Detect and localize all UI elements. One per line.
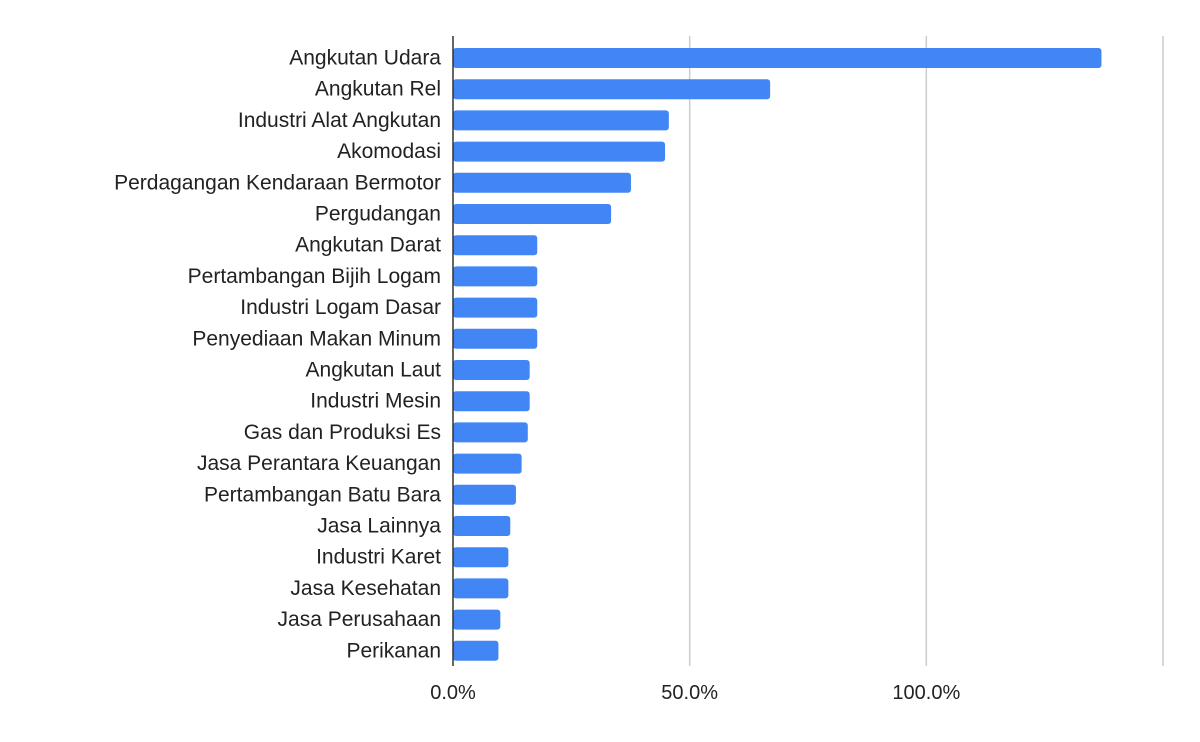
- category-label: Angkutan Rel: [315, 78, 441, 101]
- bar: [453, 48, 1102, 68]
- bar: [453, 172, 631, 193]
- bar: [453, 453, 522, 474]
- bar: [453, 484, 516, 505]
- bar: [453, 297, 538, 318]
- x-tick-label: 50.0%: [661, 682, 718, 704]
- bar: [453, 266, 538, 287]
- bar: [453, 235, 538, 256]
- category-label: Jasa Perusahaan: [278, 608, 441, 631]
- bar: [453, 328, 538, 349]
- bar: [453, 391, 530, 412]
- category-label: Industri Mesin: [310, 390, 441, 413]
- x-tick-label: 0.0%: [430, 682, 476, 704]
- category-label: Pergudangan: [315, 203, 441, 226]
- bar: [453, 547, 509, 568]
- bar: [453, 141, 666, 162]
- bars: [453, 48, 1102, 661]
- bar: [453, 640, 499, 661]
- bar: [453, 516, 511, 536]
- category-label: Angkutan Darat: [295, 234, 441, 257]
- category-label: Jasa Perantara Keuangan: [197, 452, 441, 475]
- bar: [453, 422, 528, 443]
- category-label: Pertambangan Bijih Logam: [188, 265, 441, 288]
- bar: [453, 578, 509, 599]
- category-label: Jasa Lainnya: [317, 515, 441, 538]
- category-label: Perikanan: [346, 639, 441, 662]
- category-label: Industri Karet: [316, 546, 441, 569]
- category-label: Perdagangan Kendaraan Bermotor: [114, 171, 441, 194]
- category-label: Pertambangan Batu Bara: [204, 483, 441, 506]
- category-label: Penyediaan Makan Minum: [192, 327, 441, 350]
- x-tick-label: 100.0%: [892, 682, 960, 704]
- category-label: Industri Logam Dasar: [240, 296, 441, 319]
- category-label: Angkutan Laut: [306, 359, 442, 382]
- x-tick-labels: 0.0% 50.0% 100.0%: [430, 682, 960, 704]
- category-label: Jasa Kesehatan: [290, 577, 441, 600]
- bar: [453, 609, 501, 630]
- bar: [453, 204, 612, 224]
- category-label: Angkutan Udara: [289, 47, 441, 70]
- category-label: Industri Alat Angkutan: [238, 109, 441, 132]
- bar: [453, 79, 771, 100]
- category-label: Akomodasi: [337, 140, 441, 163]
- bar: [453, 110, 669, 131]
- gridlines: [688, 36, 1164, 666]
- category-labels: Angkutan Udara Angkutan Rel Industri Alat …: [114, 47, 441, 663]
- category-label: Gas dan Produksi Es: [244, 421, 441, 444]
- bar: [453, 360, 530, 380]
